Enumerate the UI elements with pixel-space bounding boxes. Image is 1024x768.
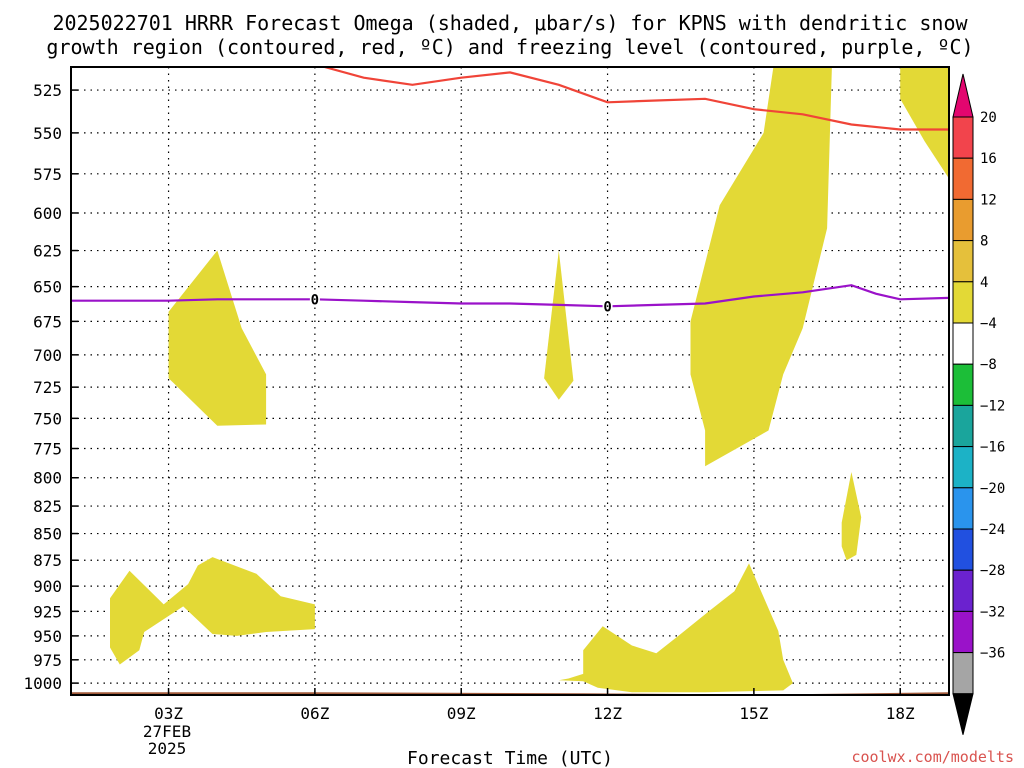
y-tick-label: 725 [33, 378, 62, 397]
y-tick-label: 675 [33, 312, 62, 331]
y-tick-label: 700 [33, 346, 62, 365]
y-tick-label: 600 [33, 204, 62, 223]
dgz-line [324, 67, 949, 131]
colorbar-tick-label: 4 [980, 275, 988, 291]
y-tick-label: 850 [33, 525, 62, 544]
omega-region [544, 250, 574, 400]
omega-regions [110, 67, 949, 693]
omega-region [168, 250, 267, 426]
freezing-label-bg [602, 298, 613, 314]
omega-region [900, 67, 949, 179]
freezing-line-label: 0 [311, 292, 319, 308]
colorbar-swatch [952, 322, 974, 365]
colorbar-swatch [952, 240, 974, 283]
colorbar-tick-label: −32 [980, 604, 1005, 620]
colorbar-swatch [952, 281, 974, 324]
colorbar-swatch [952, 363, 974, 406]
y-tick-label: 575 [33, 165, 62, 184]
colorbar-swatch [952, 116, 974, 159]
y-tick-label: 975 [33, 651, 62, 670]
x-date-day: 27FEB [143, 722, 191, 741]
colorbar: 20 16 12 8 4 −4 −8 −12 −16 −20 −24 −28 −32 −36 [952, 73, 1005, 735]
colorbar-swatch [952, 446, 974, 489]
x-tick-label: 15Z [739, 704, 768, 723]
freezing-line-label: 0 [603, 299, 611, 315]
x-axis-label: Forecast Time (UTC) [407, 748, 613, 768]
colorbar-swatch [952, 610, 974, 654]
y-tick-label: 950 [33, 627, 62, 646]
y-tick-label: 900 [33, 577, 62, 596]
y-tick-label: 800 [33, 469, 62, 488]
colorbar-tick-label: 8 [980, 234, 988, 250]
colorbar-swatch [952, 198, 974, 242]
credit-text: coolwx.com/modelts [851, 748, 1014, 766]
colorbar-swatch [952, 569, 974, 612]
colorbar-bottom-arrow [952, 693, 974, 735]
colorbar-tick-label: 12 [980, 192, 997, 208]
colorbar-tick-label: −20 [980, 481, 1005, 497]
x-date-year: 2025 [148, 739, 187, 758]
y-tick-label: 625 [33, 242, 62, 261]
y-tick-label: 750 [33, 409, 62, 428]
colorbar-tick-label: −12 [980, 398, 1005, 414]
colorbar-swatch [952, 404, 974, 448]
y-tick-label: 775 [33, 440, 62, 459]
colorbar-tick-label: −24 [980, 522, 1005, 538]
freezing-label-bg [309, 291, 320, 307]
colorbar-swatch [952, 652, 974, 695]
omega-region [841, 472, 862, 561]
y-tick-label: 925 [33, 602, 62, 621]
colorbar-tick-label: −28 [980, 563, 1005, 579]
x-axis: 27FEB 2025 03Z 06Z 09Z 12Z 15Z 18Z [143, 688, 915, 758]
omega-region [690, 67, 832, 467]
x-tick-label: 09Z [447, 704, 476, 723]
x-tick-label: 12Z [593, 704, 622, 723]
y-tick-label: 1000 [23, 674, 62, 693]
colorbar-top-arrow [952, 73, 974, 118]
colorbar-tick-label: −4 [980, 316, 997, 332]
y-tick-label: 525 [33, 81, 62, 100]
colorbar-tick-label: 16 [980, 151, 997, 167]
y-tick-label: 875 [33, 551, 62, 570]
colorbar-tick-label: −36 [980, 646, 1005, 662]
plot-frame [70, 66, 950, 696]
colorbar-swatch [952, 157, 974, 200]
freezing-level-line [71, 284, 949, 308]
chart-title: 2025022701 HRRR Forecast Omega (shaded, … [52, 11, 968, 35]
y-tick-label: 650 [33, 278, 62, 297]
colorbar-tick-label: −16 [980, 440, 1005, 456]
y-tick-label: 825 [33, 497, 62, 516]
y-tick-label: 550 [33, 124, 62, 143]
colorbar-tick-label: 20 [980, 110, 997, 126]
chart-subtitle: growth region (contoured, red, ºC) and f… [46, 35, 973, 59]
colorbar-swatch [952, 528, 974, 571]
x-tick-label: 03Z [154, 704, 183, 723]
x-tick-label: 06Z [300, 704, 329, 723]
colorbar-swatch [952, 487, 974, 530]
x-tick-label: 18Z [886, 704, 915, 723]
colorbar-tick-label: −8 [980, 357, 997, 373]
y-axis: 525 550 575 600 625 650 675 700 725 750 775 800 825 8… [23, 81, 78, 693]
omega-region [110, 557, 315, 665]
omega-region [558, 563, 793, 693]
